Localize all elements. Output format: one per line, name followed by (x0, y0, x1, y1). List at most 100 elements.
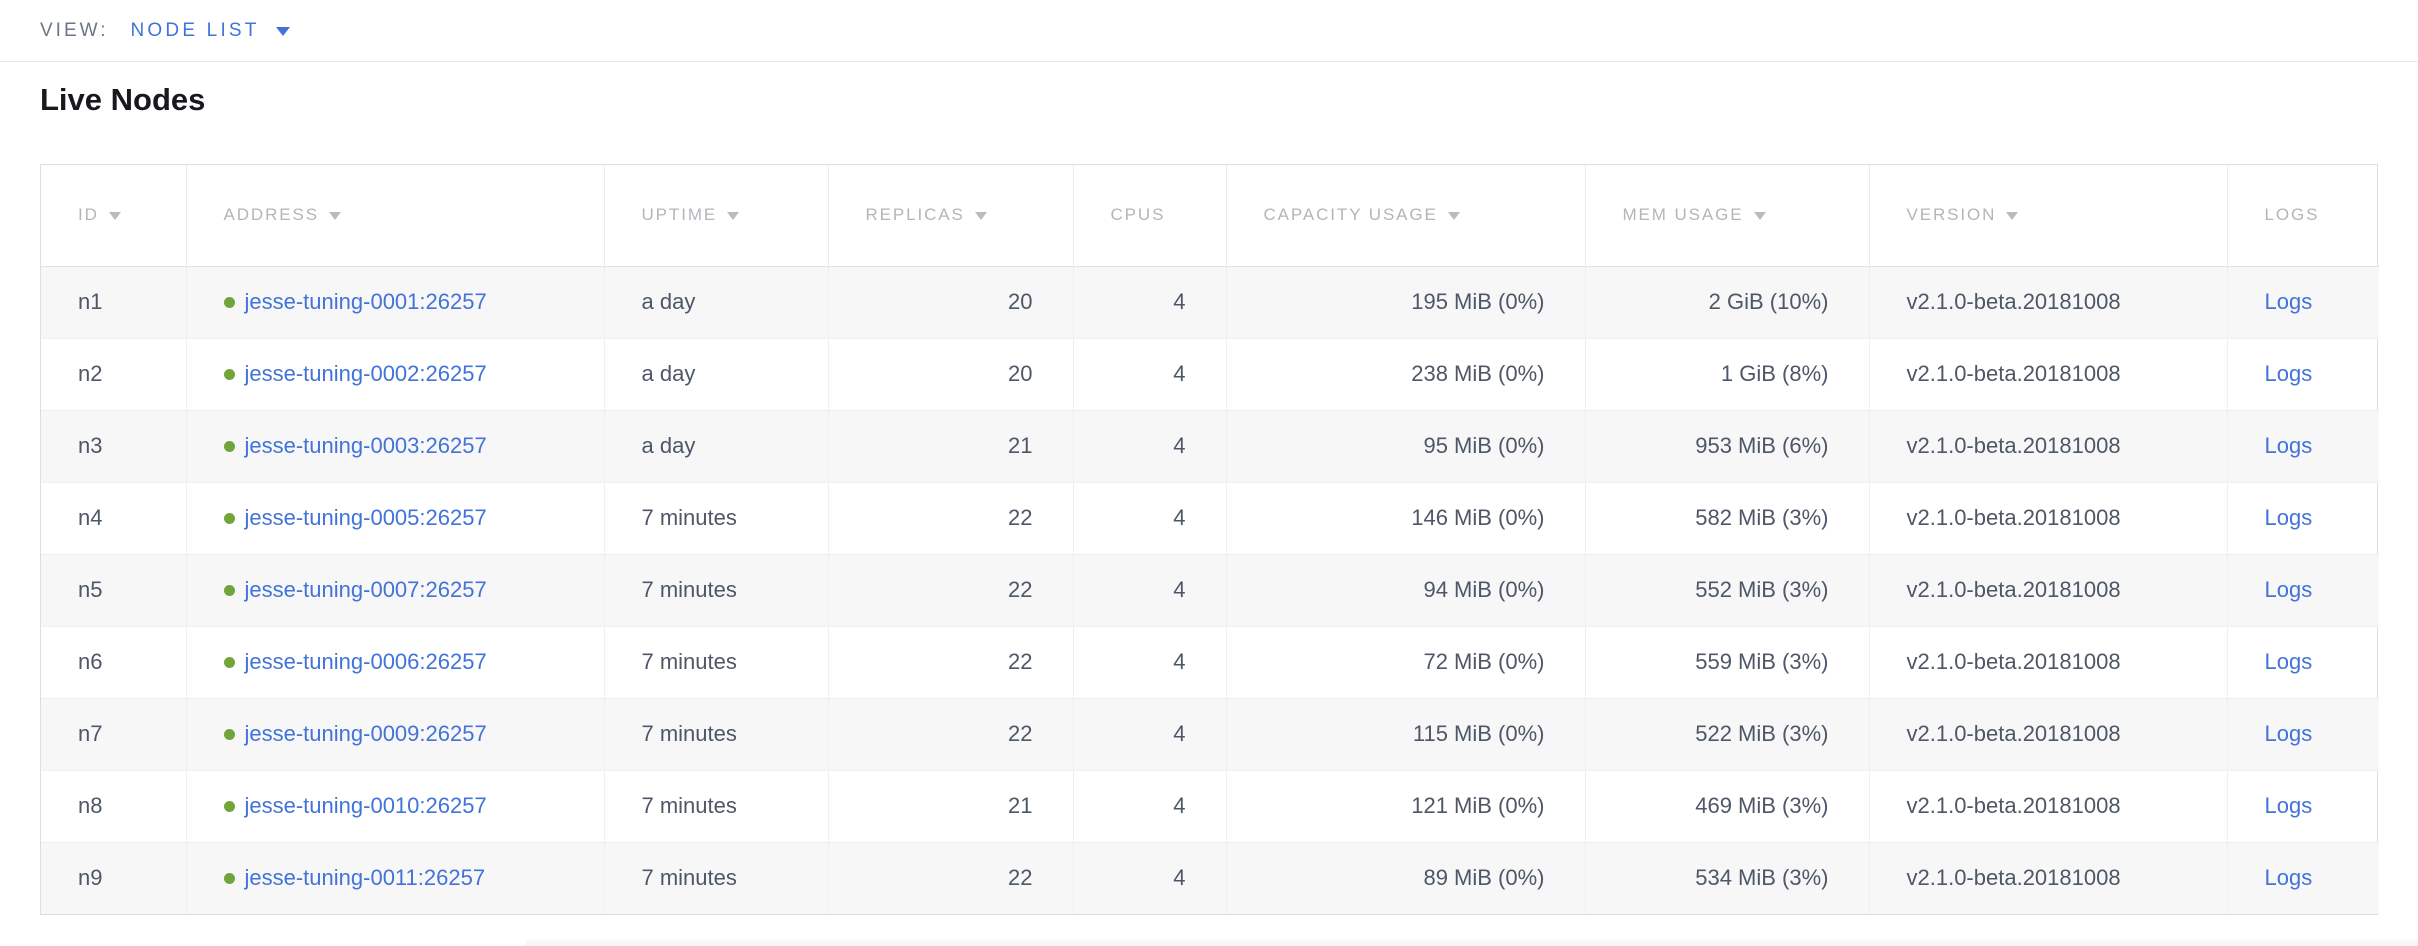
cell-node-id: n5 (41, 554, 187, 627)
cell-uptime: a day (604, 410, 829, 483)
cell-capacity-usage: 95 MiB (0%) (1226, 410, 1586, 483)
logs-link[interactable]: Logs (2264, 793, 2313, 818)
sort-arrow-icon (2006, 212, 2019, 221)
cell-cpus: 4 (1073, 482, 1227, 555)
column-header-label: ID (78, 205, 99, 225)
column-header-label: LOGS (2264, 205, 2320, 225)
node-address-link[interactable]: jesse-tuning-0003:26257 (244, 433, 487, 458)
cell-mem-usage: 559 MiB (3%) (1585, 626, 1870, 699)
cell-replicas: 22 (828, 554, 1074, 627)
column-header-label: ADDRESS (223, 205, 319, 225)
cell-node-id: n1 (41, 266, 187, 339)
cell-address: jesse-tuning-0002:26257 (186, 338, 605, 411)
cell-logs: Logs (2227, 266, 2379, 339)
logs-link[interactable]: Logs (2264, 721, 2313, 746)
cell-version: v2.1.0-beta.20181008 (1869, 842, 2228, 914)
node-address-link[interactable]: jesse-tuning-0002:26257 (244, 361, 487, 386)
logs-link[interactable]: Logs (2264, 505, 2313, 530)
cell-capacity-usage: 238 MiB (0%) (1226, 338, 1586, 411)
cell-replicas: 21 (828, 770, 1074, 843)
cell-node-id: n7 (41, 698, 187, 771)
column-header-mem-usage[interactable]: MEM USAGE (1585, 165, 1870, 267)
node-address-link[interactable]: jesse-tuning-0007:26257 (244, 577, 487, 602)
cell-node-id: n2 (41, 338, 187, 411)
cell-address: jesse-tuning-0010:26257 (186, 770, 605, 843)
cell-logs: Logs (2227, 626, 2379, 699)
cell-replicas: 20 (828, 266, 1074, 339)
column-header-uptime[interactable]: UPTIME (604, 165, 829, 267)
live-nodes-table-card: ID ADDRESS UPTIME REPLICAS CPUS CAPACITY… (40, 164, 2379, 915)
column-header-address[interactable]: ADDRESS (186, 165, 605, 267)
logs-link[interactable]: Logs (2264, 433, 2313, 458)
column-header-label: REPLICAS (865, 205, 965, 225)
cell-replicas: 22 (828, 842, 1074, 914)
cell-node-id: n6 (41, 626, 187, 699)
page-title: Live Nodes (40, 82, 206, 117)
cell-replicas: 22 (828, 698, 1074, 771)
cell-version: v2.1.0-beta.20181008 (1869, 266, 2228, 339)
node-address-link[interactable]: jesse-tuning-0010:26257 (244, 793, 487, 818)
cell-mem-usage: 534 MiB (3%) (1585, 842, 1870, 914)
node-address-link[interactable]: jesse-tuning-0011:26257 (244, 865, 486, 891)
column-header-replicas[interactable]: REPLICAS (828, 165, 1074, 267)
live-nodes-table: ID ADDRESS UPTIME REPLICAS CPUS CAPACITY… (41, 165, 2379, 914)
cell-logs: Logs (2227, 482, 2379, 555)
sort-arrow-icon (974, 212, 987, 221)
node-address-link[interactable]: jesse-tuning-0005:26257 (244, 505, 487, 530)
cell-replicas: 22 (828, 482, 1074, 555)
node-live-status-icon (223, 441, 235, 452)
cell-version: v2.1.0-beta.20181008 (1869, 410, 2228, 483)
next-section-top-shadow (525, 939, 2418, 946)
cell-capacity-usage: 115 MiB (0%) (1226, 698, 1586, 771)
table-row: n1 jesse-tuning-0001:26257 a day 20 4 19… (41, 266, 2379, 339)
node-live-status-icon (223, 801, 235, 812)
cell-cpus: 4 (1073, 770, 1227, 843)
column-header-capacity-usage[interactable]: CAPACITY USAGE (1226, 165, 1586, 267)
cell-version: v2.1.0-beta.20181008 (1869, 554, 2228, 627)
cell-version: v2.1.0-beta.20181008 (1869, 626, 2228, 699)
cell-capacity-usage: 72 MiB (0%) (1226, 626, 1586, 699)
sort-arrow-icon (727, 212, 740, 221)
node-address-link[interactable]: jesse-tuning-0006:26257 (244, 649, 487, 674)
node-address-link[interactable]: jesse-tuning-0001:26257 (244, 289, 487, 314)
node-live-status-icon (223, 513, 235, 524)
cell-logs: Logs (2227, 554, 2379, 627)
table-row: n7 jesse-tuning-0009:26257 7 minutes 22 … (41, 698, 2379, 771)
node-address-link[interactable]: jesse-tuning-0009:26257 (244, 721, 487, 746)
column-header-id[interactable]: ID (41, 165, 187, 267)
cell-cpus: 4 (1073, 842, 1227, 914)
column-header-version[interactable]: VERSION (1869, 165, 2228, 267)
cell-mem-usage: 552 MiB (3%) (1585, 554, 1870, 627)
cell-cpus: 4 (1073, 338, 1227, 411)
view-selector-bar: VIEW: NODE LIST (0, 0, 2418, 62)
cell-mem-usage: 953 MiB (6%) (1585, 410, 1870, 483)
logs-link[interactable]: Logs (2264, 649, 2313, 674)
node-live-status-icon (223, 585, 235, 596)
cell-version: v2.1.0-beta.20181008 (1869, 770, 2228, 843)
sort-arrow-icon (1753, 212, 1766, 221)
cell-uptime: a day (604, 266, 829, 339)
cell-uptime: 7 minutes (604, 770, 829, 843)
column-header-label: MEM USAGE (1622, 205, 1744, 225)
table-body: n1 jesse-tuning-0001:26257 a day 20 4 19… (41, 266, 2379, 914)
cell-version: v2.1.0-beta.20181008 (1869, 698, 2228, 771)
cell-mem-usage: 522 MiB (3%) (1585, 698, 1870, 771)
cell-uptime: 7 minutes (604, 626, 829, 699)
cell-cpus: 4 (1073, 626, 1227, 699)
cell-capacity-usage: 195 MiB (0%) (1226, 266, 1586, 339)
logs-link[interactable]: Logs (2264, 289, 2313, 314)
node-live-status-icon (223, 729, 235, 740)
table-header: ID ADDRESS UPTIME REPLICAS CPUS CAPACITY… (41, 165, 2379, 267)
logs-link[interactable]: Logs (2264, 865, 2313, 891)
node-list-view-dropdown[interactable]: NODE LIST (131, 20, 290, 42)
sort-arrow-icon (108, 212, 121, 221)
cell-capacity-usage: 146 MiB (0%) (1226, 482, 1586, 555)
cell-node-id: n9 (41, 842, 187, 914)
logs-link[interactable]: Logs (2264, 577, 2313, 602)
logs-link[interactable]: Logs (2264, 361, 2313, 386)
cell-uptime: 7 minutes (604, 842, 829, 914)
cell-version: v2.1.0-beta.20181008 (1869, 338, 2228, 411)
sort-arrow-icon (329, 212, 341, 221)
table-row: n4 jesse-tuning-0005:26257 7 minutes 22 … (41, 482, 2379, 555)
cell-address: jesse-tuning-0006:26257 (186, 626, 605, 699)
